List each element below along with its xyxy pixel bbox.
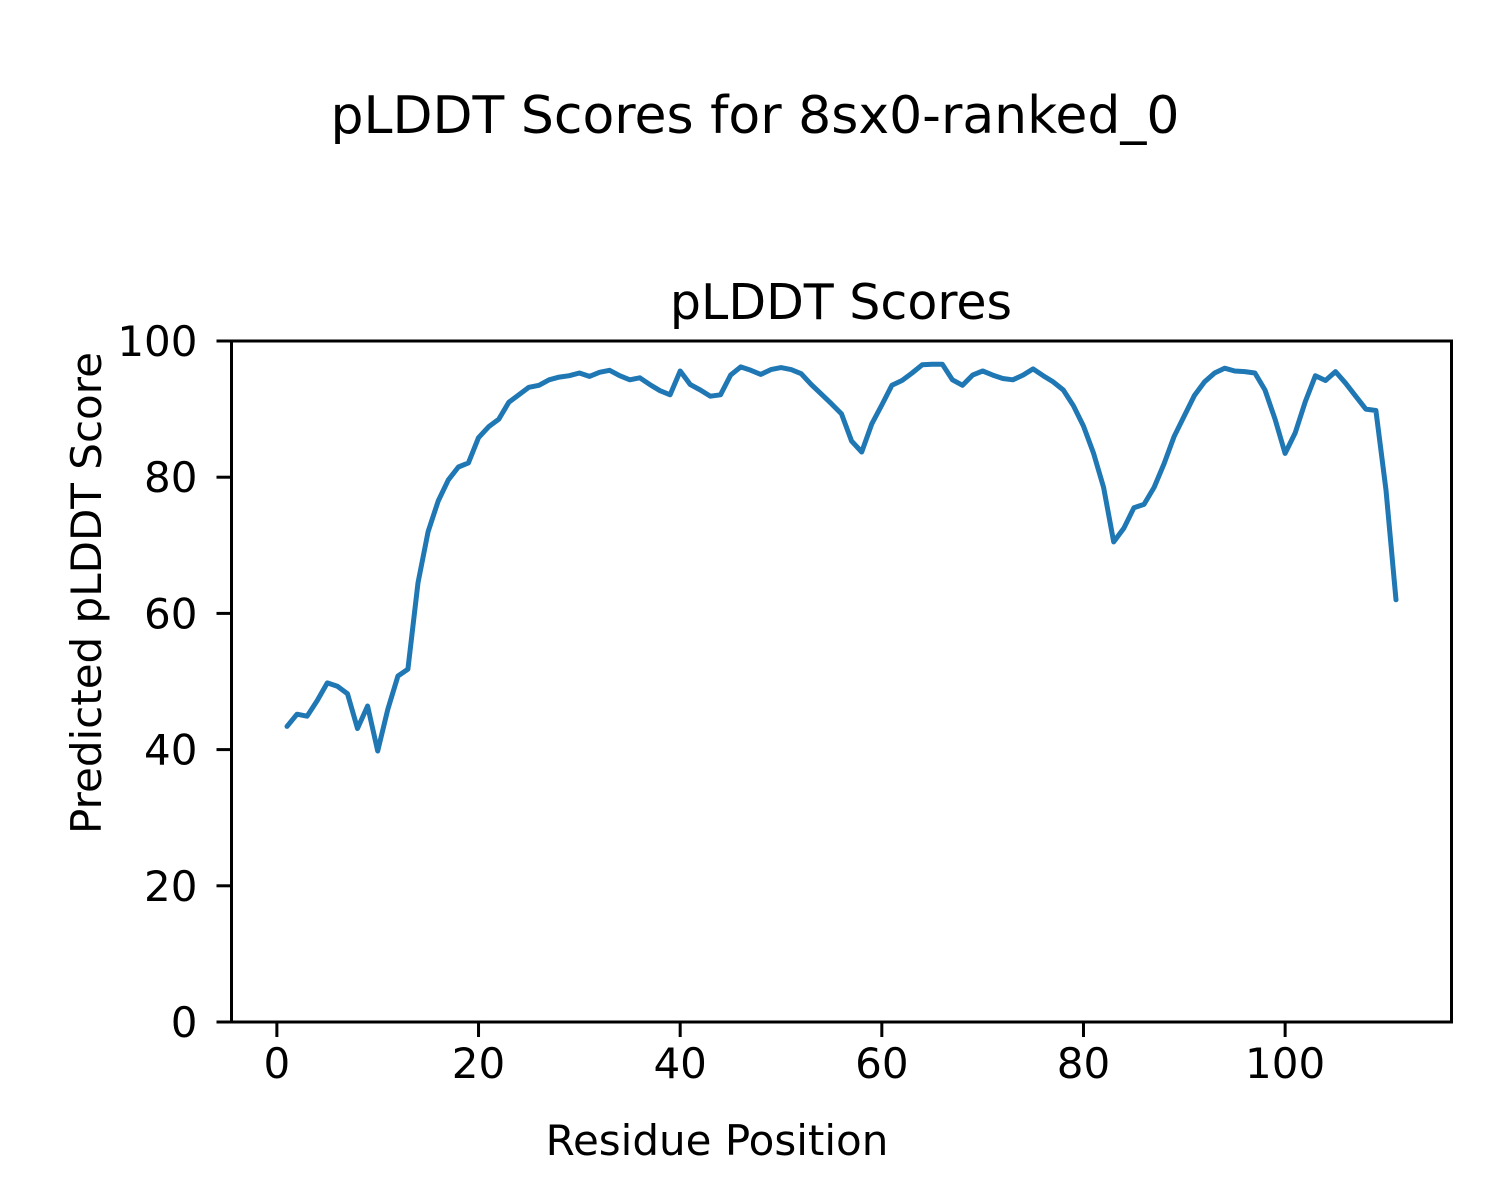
x-axis-label: Residue Position: [545, 1116, 889, 1165]
x-tick-label: 60: [855, 1039, 908, 1088]
y-tick-label: 0: [171, 998, 198, 1047]
y-tick-label: 100: [117, 317, 197, 366]
x-axis-tick-labels: 0 20 40 60 80 100: [264, 1039, 1326, 1088]
axis-tick-marks: [216, 339, 1287, 1037]
x-tick-label: 20: [452, 1039, 505, 1088]
axes-frame: [230, 339, 1453, 1024]
y-tick-label: 40: [144, 726, 197, 775]
x-tick-label: 100: [1245, 1039, 1325, 1088]
x-tick-label: 0: [264, 1039, 291, 1088]
x-tick-label: 80: [1057, 1039, 1110, 1088]
y-tick-label: 20: [144, 862, 197, 911]
axes-title: pLDDT Scores: [669, 274, 1013, 331]
y-tick-label: 80: [144, 453, 197, 502]
figure-title: pLDDT Scores for 8sx0-ranked_0: [330, 86, 1180, 146]
plddt-score-line: [284, 361, 1399, 754]
x-tick-label: 40: [653, 1039, 706, 1088]
y-axis-tick-labels: 0 20 40 60 80 100: [117, 317, 197, 1047]
y-tick-label: 60: [144, 589, 197, 638]
